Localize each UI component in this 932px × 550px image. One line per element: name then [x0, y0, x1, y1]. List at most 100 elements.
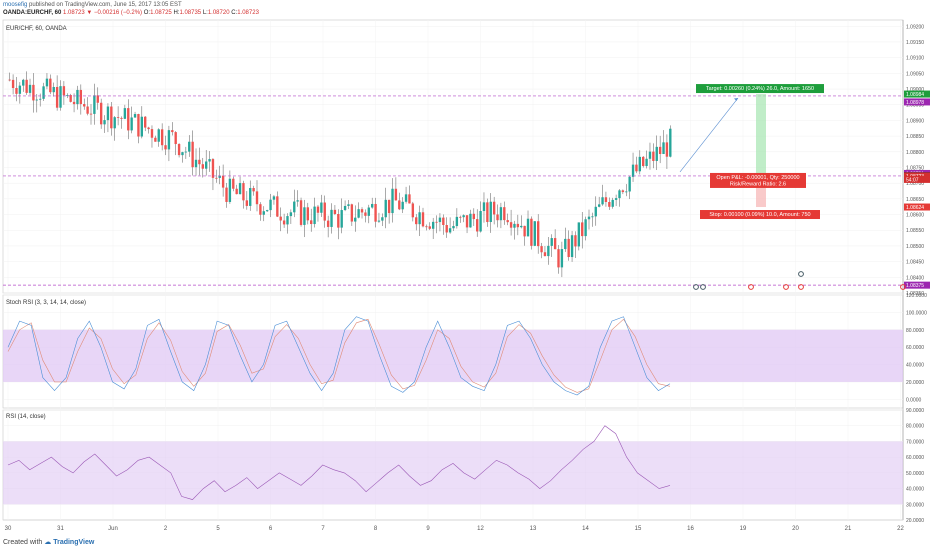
- x-tick-label: 31: [57, 526, 64, 532]
- x-tick-label: 21: [845, 526, 852, 532]
- candle-body: [364, 212, 367, 216]
- candle-body: [421, 212, 425, 227]
- candle-body: [18, 85, 22, 94]
- price-label-text: 1.08984: [906, 92, 924, 98]
- candle-body: [286, 216, 289, 225]
- x-tick-label: 22: [897, 526, 904, 532]
- y-tick-label: 1.08350: [906, 291, 924, 297]
- candle-body: [448, 228, 452, 233]
- rsi-line: [7, 425, 671, 500]
- publish-info: moosefig published on TradingView.com, J…: [3, 2, 182, 8]
- candle-body: [55, 86, 59, 108]
- candle-body: [69, 95, 72, 102]
- x-tick-label: 9: [426, 526, 430, 532]
- x-tick-label: 12: [477, 526, 484, 532]
- candle-body: [343, 205, 347, 211]
- candle-body: [93, 95, 96, 114]
- x-tick-label: 16: [687, 526, 694, 532]
- candle-body: [144, 116, 147, 128]
- publish-text: published on TradingView.com, June 15, 2…: [29, 2, 182, 8]
- y-tick-label: 80.0000: [906, 424, 924, 430]
- candle-body: [520, 225, 523, 228]
- candle-body: [570, 235, 574, 258]
- candle-body: [509, 222, 513, 228]
- price-label-bg: [904, 98, 930, 106]
- candle-body: [496, 214, 499, 221]
- y-tick-label: 1.09100: [906, 56, 924, 62]
- y-tick-label: 1.08450: [906, 260, 924, 266]
- candle-body: [597, 204, 601, 207]
- candle-body: [452, 226, 455, 229]
- candle-body: [347, 204, 350, 206]
- candle-body: [472, 213, 476, 220]
- candle-body: [8, 79, 11, 81]
- candle-body: [194, 159, 198, 168]
- price-label-text: 1.08978: [906, 100, 924, 106]
- candle-body: [394, 188, 398, 201]
- candle-body: [381, 217, 384, 221]
- x-tick-label: 5: [216, 526, 220, 532]
- candle-body: [594, 206, 597, 217]
- candle-body: [289, 212, 293, 217]
- candle-body: [557, 249, 560, 268]
- candle-body: [279, 216, 282, 221]
- candle-body: [584, 219, 587, 237]
- candle-body: [140, 116, 144, 137]
- candle-body: [340, 210, 343, 228]
- close-value: 1.08723: [237, 10, 259, 16]
- stop-zone: [756, 175, 766, 208]
- candle-body: [655, 146, 658, 161]
- candle-body: [116, 117, 120, 119]
- candle-body: [367, 207, 370, 216]
- candle-body: [123, 108, 127, 119]
- y-tick-label: 1.08900: [906, 118, 924, 124]
- stoch-k-line: [7, 316, 671, 396]
- y-tick-label: 1.09050: [906, 71, 924, 77]
- candle-body: [218, 175, 221, 178]
- candle-body: [66, 95, 69, 96]
- price-label-bg: [904, 281, 930, 289]
- price-label-bg: [904, 203, 930, 211]
- candle-body: [89, 113, 93, 115]
- candle-body: [415, 217, 418, 225]
- candle-body: [184, 151, 188, 153]
- y-tick-label: 1.08400: [906, 275, 924, 281]
- y-tick-label: 40.0000: [906, 363, 924, 369]
- candle-body: [191, 141, 194, 168]
- candle-body: [255, 191, 259, 205]
- candle-body: [428, 226, 431, 229]
- candle-body: [211, 159, 215, 178]
- y-tick-label: 1.08850: [906, 134, 924, 140]
- candle-body: [601, 197, 604, 205]
- candle-body: [513, 223, 516, 228]
- candle-body: [160, 129, 164, 146]
- event-icon: [798, 284, 804, 290]
- symbol-info: OANDA:EURCHF, 60 1.08723 ▼ −0.00216 (−0.…: [3, 10, 259, 16]
- author-link[interactable]: moosefig: [3, 2, 28, 8]
- candle-body: [147, 127, 150, 130]
- candle-body: [404, 194, 408, 202]
- candle-body: [492, 201, 496, 215]
- candle-body: [133, 114, 137, 118]
- event-icon: [783, 284, 789, 290]
- candle-body: [79, 89, 83, 105]
- candle-body: [499, 207, 503, 221]
- open-pnl-label-text: Open P&L: -0.00001, Qty: 250000: [716, 175, 799, 181]
- candle-body: [337, 213, 340, 228]
- y-tick-label: 80.0000: [906, 328, 924, 334]
- candle-body: [157, 129, 160, 142]
- x-tick-label: 6: [269, 526, 273, 532]
- candle-body: [22, 79, 25, 86]
- target-label-bg: [696, 84, 824, 94]
- candle-body: [445, 225, 448, 233]
- candle-body: [431, 221, 435, 229]
- open-pnl-label-bg: [710, 172, 806, 188]
- candle-body: [503, 207, 506, 221]
- y-tick-label: 1.08750: [906, 165, 924, 171]
- candle-body: [662, 142, 665, 154]
- candle-body: [642, 156, 645, 167]
- candle-body: [411, 203, 415, 218]
- tradingview-brand[interactable]: TradingView: [53, 539, 95, 546]
- candle-body: [272, 196, 276, 200]
